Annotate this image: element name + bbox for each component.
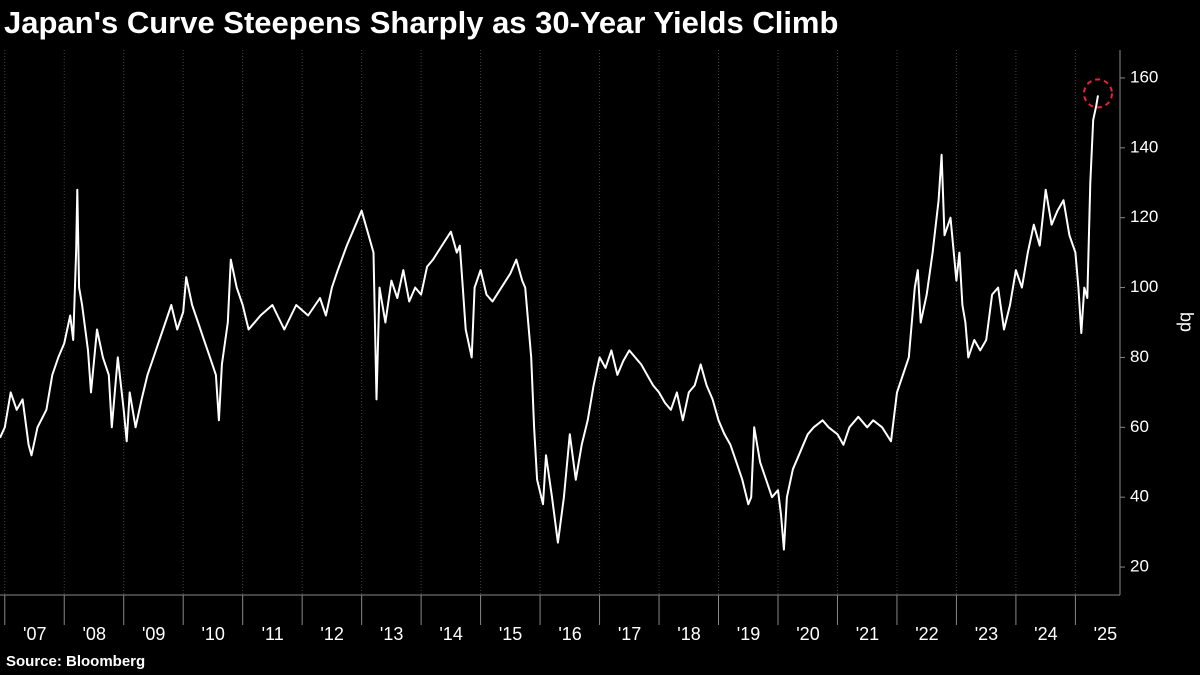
- y-tick-label: 80: [1130, 347, 1149, 366]
- y-axis-label: bp: [1176, 312, 1196, 332]
- y-tick-label: 160: [1130, 67, 1158, 86]
- x-tick-label: '19: [737, 624, 760, 644]
- y-tick-label: 60: [1130, 417, 1149, 436]
- x-tick-label: '10: [201, 624, 224, 644]
- y-tick-label: 100: [1130, 277, 1158, 296]
- x-tick-label: '16: [558, 624, 581, 644]
- x-tick-label: '09: [142, 624, 165, 644]
- x-tick-label: '13: [380, 624, 403, 644]
- x-tick-label: '18: [677, 624, 700, 644]
- x-tick-label: '24: [1034, 624, 1057, 644]
- y-tick-label: 140: [1130, 137, 1158, 156]
- x-tick-label: '08: [83, 624, 106, 644]
- x-tick-label: '07: [23, 624, 46, 644]
- y-tick-label: 120: [1130, 207, 1158, 226]
- highlight-circle: [1082, 78, 1113, 109]
- x-tick-label: '23: [975, 624, 998, 644]
- y-tick-label: 20: [1130, 557, 1149, 576]
- y-tick-label: 40: [1130, 487, 1149, 506]
- x-tick-label: '15: [499, 624, 522, 644]
- x-tick-label: '20: [796, 624, 819, 644]
- x-tick-label: '14: [439, 624, 462, 644]
- x-tick-label: '21: [856, 624, 879, 644]
- x-tick-label: '17: [618, 624, 641, 644]
- x-tick-label: '11: [262, 624, 284, 644]
- source: Source: Bloomberg: [6, 653, 145, 670]
- chart-title: Japan's Curve Steepens Sharply as 30-Yea…: [4, 5, 838, 40]
- x-tick-label: '12: [320, 624, 343, 644]
- line-series: [0, 95, 1099, 551]
- x-tick-label: '22: [915, 624, 938, 644]
- x-tick-label: '25: [1094, 624, 1117, 644]
